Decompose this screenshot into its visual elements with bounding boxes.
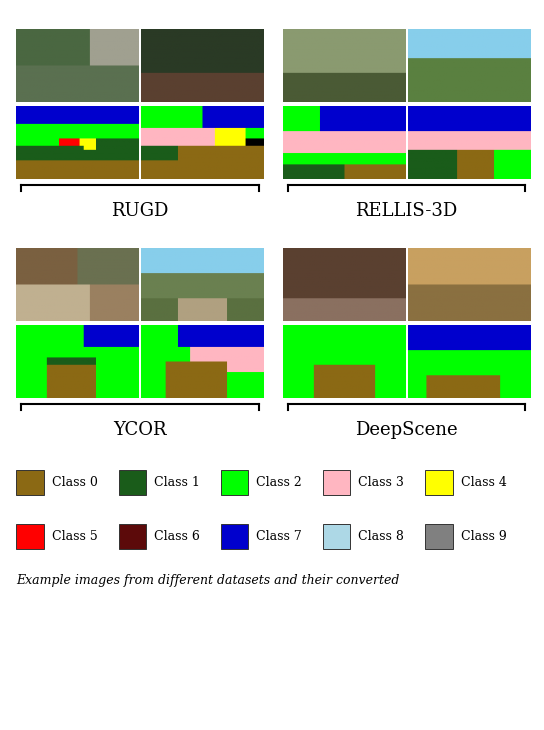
- Bar: [16, 524, 44, 550]
- Text: Class 8: Class 8: [358, 530, 404, 543]
- Bar: [221, 524, 248, 550]
- Text: Class 9: Class 9: [461, 530, 506, 543]
- Text: Example images from different datasets and their converted: Example images from different datasets a…: [16, 574, 400, 587]
- Bar: [119, 524, 146, 550]
- Bar: [221, 469, 248, 495]
- Bar: [119, 469, 146, 495]
- Text: RELLIS-3D: RELLIS-3D: [356, 202, 458, 220]
- Bar: [425, 469, 453, 495]
- Text: Class 5: Class 5: [52, 530, 97, 543]
- Text: Class 1: Class 1: [154, 476, 200, 489]
- Text: YCOR: YCOR: [113, 421, 167, 439]
- Text: Class 4: Class 4: [461, 476, 506, 489]
- Text: Class 7: Class 7: [256, 530, 302, 543]
- Bar: [425, 524, 453, 550]
- Text: Class 6: Class 6: [154, 530, 200, 543]
- Text: Class 3: Class 3: [358, 476, 404, 489]
- Bar: [16, 469, 44, 495]
- Bar: [323, 524, 350, 550]
- Text: Class 2: Class 2: [256, 476, 302, 489]
- Text: RUGD: RUGD: [112, 202, 169, 220]
- Text: DeepScene: DeepScene: [355, 421, 458, 439]
- Text: Class 0: Class 0: [52, 476, 97, 489]
- Bar: [323, 469, 350, 495]
